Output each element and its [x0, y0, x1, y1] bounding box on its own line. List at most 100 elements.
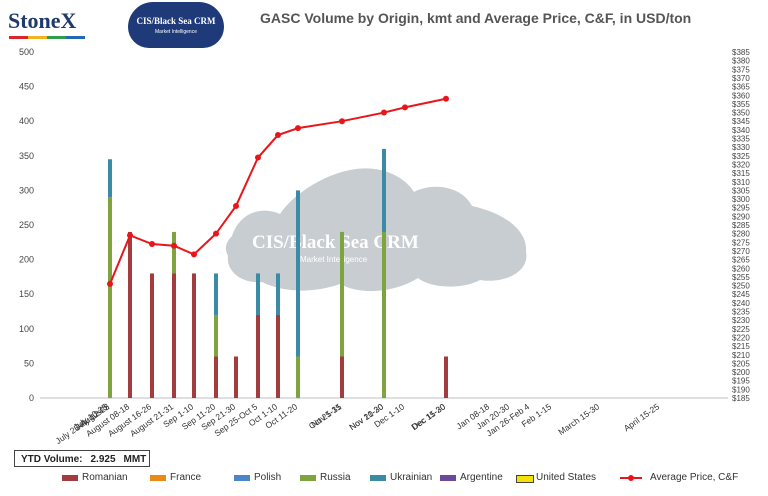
- ytd-value: 2.925: [90, 454, 116, 465]
- y-tick-label: 50: [24, 358, 34, 368]
- price-point: [295, 125, 301, 132]
- y-tick-label: 400: [19, 116, 34, 126]
- legend-label-romanian: Romanian: [82, 472, 128, 483]
- y2-tick-label: $350: [732, 109, 750, 118]
- y2-tick-label: $280: [732, 230, 750, 239]
- legend-label-argentine: Argentine: [460, 472, 503, 483]
- legend-swatch-polish: [234, 475, 250, 481]
- y2-tick-label: $375: [732, 65, 750, 74]
- y2-tick-label: $250: [732, 282, 750, 291]
- legend-swatch-ukrainian: [370, 475, 386, 481]
- bar-ukrainian: [382, 148, 386, 232]
- y2-tick-label: $370: [732, 74, 750, 83]
- y2-tick-label: $320: [732, 160, 750, 169]
- chart-title: GASC Volume by Origin, kmt and Average P…: [260, 10, 692, 26]
- price-point: [213, 230, 219, 237]
- watermark: CIS/Black Sea CRM Market Intelligence: [225, 168, 527, 292]
- y2-tick-label: $315: [732, 169, 750, 178]
- price-point: [171, 242, 177, 249]
- price-point: [402, 104, 408, 111]
- legend-label-ukrainian: Ukrainian: [390, 472, 433, 483]
- price-point: [127, 232, 133, 239]
- y-tick-label: 500: [19, 47, 34, 57]
- ytd-volume-box: YTD Volume: 2.925 MMT: [14, 450, 150, 467]
- legend-swatch-russia: [300, 475, 316, 481]
- y-tick-label: 350: [19, 151, 34, 161]
- bar-ukrainian: [276, 273, 280, 315]
- y2-tick-label: $305: [732, 186, 750, 195]
- y-tick-label: 250: [19, 220, 34, 230]
- y2-tick-label: $360: [732, 91, 750, 100]
- stonex-logo: StoneX: [8, 4, 128, 44]
- y2-tick-label: $230: [732, 316, 750, 325]
- bar-ukrainian: [214, 273, 218, 315]
- price-point: [191, 251, 197, 258]
- y2-tick-label: $290: [732, 212, 750, 221]
- y2-tick-label: $220: [732, 333, 750, 342]
- y2-tick-label: $380: [732, 57, 750, 66]
- y2-tick-label: $275: [732, 238, 750, 247]
- x-tick-label: March 15-30: [556, 401, 601, 437]
- legend-label-average-price: Average Price, C&F: [650, 472, 739, 483]
- y-tick-label: 100: [19, 324, 34, 334]
- price-point: [443, 95, 449, 102]
- y2-tick-label: $335: [732, 135, 750, 144]
- price-point: [339, 118, 345, 125]
- bar-romanian: [192, 273, 196, 398]
- watermark-map-shape: [225, 168, 527, 292]
- cis-black-sea-crm-badge: CIS/Black Sea CRM Market Intelligence: [128, 2, 224, 48]
- y2-tick-label: $365: [732, 83, 750, 92]
- bar-ukrainian: [296, 190, 300, 357]
- bar-romanian: [214, 356, 218, 398]
- price-point: [233, 202, 239, 209]
- y2-tick-label: $190: [732, 385, 750, 394]
- price-point: [149, 241, 155, 248]
- bar-russia: [108, 197, 112, 398]
- x-tick-label: Dec 15-30: [409, 401, 447, 432]
- bar-romanian: [234, 356, 238, 398]
- badge-subtitle: Market Intelligence: [155, 29, 197, 35]
- y2-tick-label: $215: [732, 342, 750, 351]
- bar-romanian: [172, 273, 176, 398]
- bar-romanian: [150, 273, 154, 398]
- y2-tick-label: $200: [732, 368, 750, 377]
- y2-tick-label: $245: [732, 290, 750, 299]
- y2-tick-label: $330: [732, 143, 750, 152]
- y2-tick-label: $385: [732, 48, 750, 57]
- y-tick-label: 0: [29, 393, 34, 403]
- y2-tick-label: $340: [732, 126, 750, 135]
- chart-legend: Romanian France Polish Russia Ukrainian Argen…: [0, 470, 768, 496]
- legend-label-russia: Russia: [320, 472, 351, 483]
- ytd-unit: MMT: [123, 454, 147, 465]
- bar-romanian: [340, 356, 344, 398]
- y2-tick-label: $295: [732, 204, 750, 213]
- y2-tick-label: $265: [732, 256, 750, 265]
- x-tick-label: Nov 5-15: [309, 401, 343, 429]
- bar-russia: [340, 231, 344, 357]
- price-point: [381, 109, 387, 116]
- legend-swatch-romanian: [62, 475, 78, 481]
- y-tick-label: 450: [19, 82, 34, 92]
- x-tick-label: April 15-25: [622, 401, 662, 433]
- legend-label-united-states: United States: [536, 472, 597, 483]
- y2-tick-label: $325: [732, 152, 750, 161]
- y2-tick-label: $240: [732, 299, 750, 308]
- bar-russia: [382, 273, 386, 398]
- y2-tick-label: $205: [732, 359, 750, 368]
- legend-label-france: France: [170, 472, 202, 483]
- legend-swatch-france: [150, 475, 166, 481]
- price-point: [275, 132, 281, 139]
- price-line: [109, 97, 447, 285]
- watermark-title: CIS/Black Sea CRM: [252, 232, 419, 253]
- bar-russia: [214, 314, 218, 357]
- bar-russia: [296, 356, 300, 398]
- bar-romanian: [256, 314, 260, 398]
- bar-romanian: [276, 314, 280, 398]
- y2-tick-label: $310: [732, 178, 750, 187]
- y2-tick-label: $270: [732, 247, 750, 256]
- y2-tick-label: $285: [732, 221, 750, 230]
- bar-romanian: [128, 231, 132, 398]
- brand-color-bar: [9, 36, 85, 39]
